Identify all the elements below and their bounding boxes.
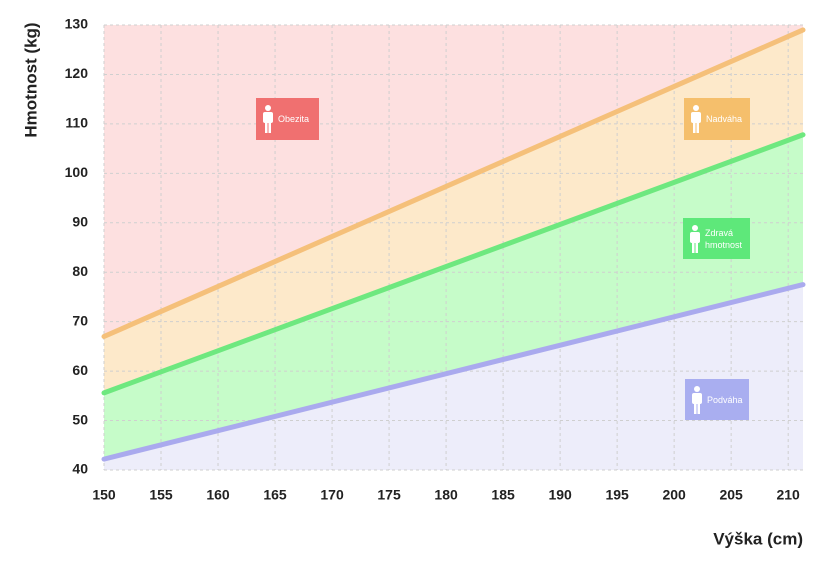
y-tick-label: 50 xyxy=(72,411,88,427)
x-tick-label: 180 xyxy=(434,487,458,503)
x-tick-label: 150 xyxy=(92,487,116,503)
y-tick-label: 70 xyxy=(72,312,88,328)
x-tick-label: 195 xyxy=(605,487,629,503)
x-tick-label: 200 xyxy=(662,487,686,503)
y-tick-label: 60 xyxy=(72,362,88,378)
x-tick-label: 165 xyxy=(263,487,287,503)
y-tick-label: 110 xyxy=(65,115,88,131)
zone-area xyxy=(104,284,803,470)
boundary-line xyxy=(101,282,806,462)
x-tick-label: 205 xyxy=(719,487,743,503)
x-tick-label: 185 xyxy=(491,487,515,503)
x-tick-label: 210 xyxy=(776,487,800,503)
zone-label: Nadváha xyxy=(684,98,750,140)
x-tick-label: 155 xyxy=(149,487,173,503)
zone-name: Zdravá hmotnost xyxy=(705,227,743,250)
lines xyxy=(101,27,806,462)
zone-label: Podváha xyxy=(685,379,749,420)
boundary-line xyxy=(101,132,806,396)
zone-area xyxy=(104,134,803,460)
zone-name: Obezita xyxy=(278,114,310,124)
y-tick-label: 40 xyxy=(72,461,88,477)
y-tick-label: 100 xyxy=(65,164,89,180)
x-tick-label: 160 xyxy=(206,487,230,503)
y-tick-label: 90 xyxy=(72,213,88,229)
zone-name: Nadváha xyxy=(706,114,743,124)
y-tick-label: 120 xyxy=(65,65,89,81)
x-tick-label: 190 xyxy=(548,487,572,503)
zone-label: Zdravá hmotnost xyxy=(683,218,750,259)
x-axis-title: Výška (cm) xyxy=(713,529,803,548)
zone-name: Podváha xyxy=(707,394,743,405)
zone-label: Obezita xyxy=(256,98,319,140)
zone-area xyxy=(104,29,803,393)
boundary-line xyxy=(101,27,806,339)
y-axis-title: Hmotnost (kg) xyxy=(21,22,40,137)
y-tick-label: 130 xyxy=(65,16,89,32)
x-tick-label: 170 xyxy=(320,487,344,503)
x-tick-label: 175 xyxy=(377,487,401,503)
y-tick-label: 80 xyxy=(72,263,88,279)
